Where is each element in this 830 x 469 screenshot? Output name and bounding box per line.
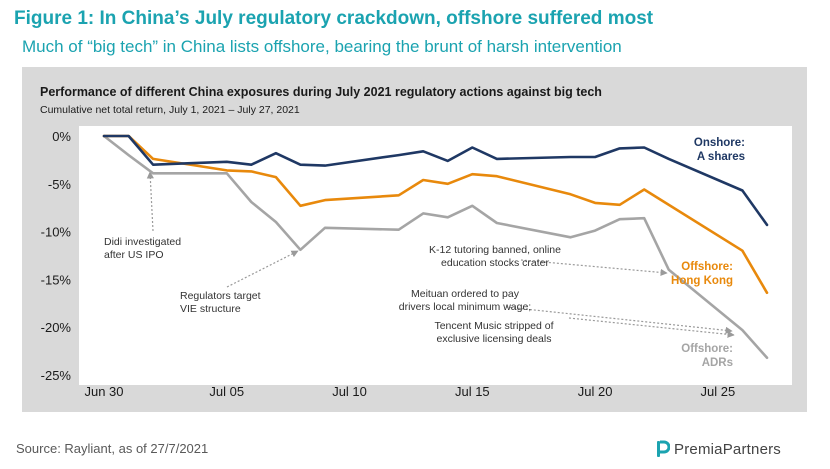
x-tick-label: Jul 15 xyxy=(455,384,490,399)
annotation-text: Regulators target VIE structure xyxy=(180,290,261,315)
x-tick-label: Jul 10 xyxy=(332,384,367,399)
annotation-arrow xyxy=(520,259,668,277)
annotation-text: Meituan ordered to pay drivers local mini… xyxy=(399,288,531,313)
series-line xyxy=(102,134,769,360)
chart-panel: Performance of different China exposures… xyxy=(22,67,807,412)
x-tick-label: Jun 30 xyxy=(84,384,123,399)
y-tick-label: 0% xyxy=(52,129,71,144)
annotation-text: K-12 tutoring banned, online education st… xyxy=(429,244,561,269)
figure-subtitle: Much of “big tech” in China lists offsho… xyxy=(22,37,622,56)
logo-text: PremiaPartners xyxy=(674,440,782,458)
chart-title: Performance of different China exposures… xyxy=(40,85,602,99)
source-note: Source: Rayliant, as of 27/7/2021 xyxy=(16,441,209,456)
series-label: Offshore: Hong Kong xyxy=(671,261,733,287)
y-tick-label: -5% xyxy=(48,177,72,192)
series-label: Onshore: A shares xyxy=(694,137,745,163)
annotation-text: Didi investigated after US IPO xyxy=(104,236,181,261)
annotation-arrow xyxy=(505,306,733,334)
y-tick-label: -15% xyxy=(41,272,72,287)
annotation-arrow xyxy=(226,250,299,288)
x-tick-label: Jul 25 xyxy=(701,384,736,399)
y-tick-label: -20% xyxy=(41,320,72,335)
premia-logo-icon xyxy=(657,440,670,457)
y-tick-label: -10% xyxy=(41,225,72,240)
plot-area xyxy=(79,126,792,385)
series-label: Offshore: ADRs xyxy=(681,343,733,369)
annotation-arrow xyxy=(146,171,154,232)
x-tick-label: Jul 20 xyxy=(578,384,613,399)
x-tick-label: Jul 05 xyxy=(209,384,244,399)
series-line xyxy=(102,134,769,227)
y-tick-label: -25% xyxy=(41,368,72,383)
chart-subtitle: Cumulative net total return, July 1, 202… xyxy=(40,104,300,116)
series-line xyxy=(102,134,769,295)
annotation-text: Tencent Music stripped of exclusive licen… xyxy=(434,320,553,345)
figure-title: Figure 1: In China’s July regulatory cra… xyxy=(14,8,654,29)
premia-logo: PremiaPartners xyxy=(656,438,781,460)
line-chart: 0% -5% -10% -15% -20% -25% Jun 30 Jul 05 Jul 10 J… xyxy=(41,126,792,399)
